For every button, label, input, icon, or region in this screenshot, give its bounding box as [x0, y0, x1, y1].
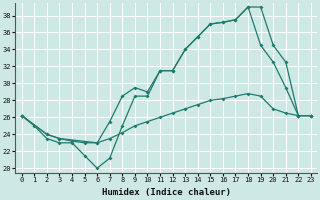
X-axis label: Humidex (Indice chaleur): Humidex (Indice chaleur)	[102, 188, 231, 197]
